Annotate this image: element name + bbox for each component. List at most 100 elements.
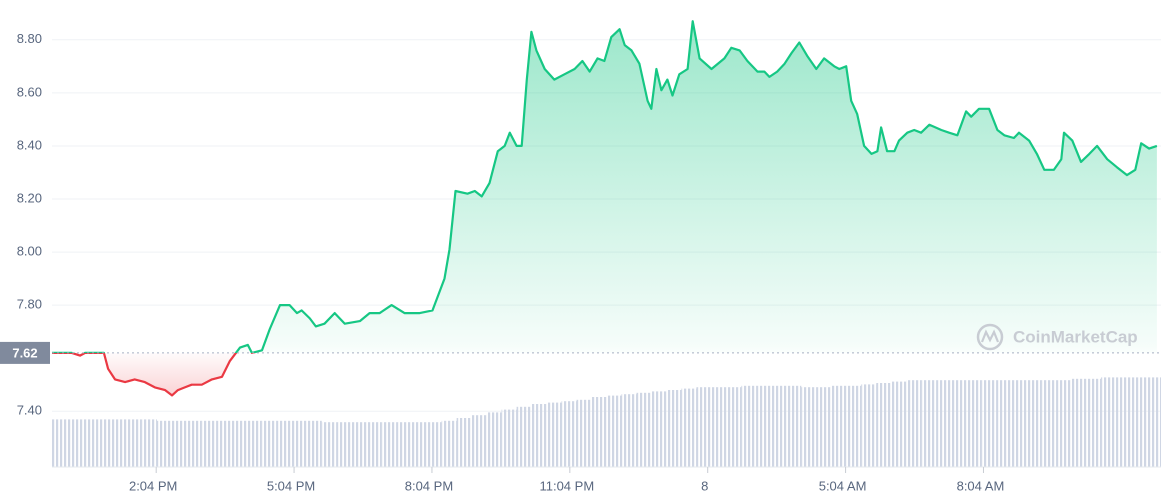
volume-bar	[456, 418, 472, 467]
volume-bar	[711, 387, 727, 467]
volume-bar	[52, 419, 67, 467]
volume-bar	[126, 419, 142, 467]
volume-bar	[966, 380, 982, 467]
volume-bar	[1071, 378, 1087, 467]
price-line	[52, 20, 1158, 397]
price-line	[52, 20, 1158, 397]
volume-bar	[411, 422, 427, 467]
volume-bar	[756, 385, 772, 467]
volume-bar	[666, 390, 682, 467]
volume-bar	[231, 420, 247, 467]
volume-bar	[171, 420, 187, 467]
volume-bar	[651, 391, 667, 467]
volume-bar	[261, 420, 277, 467]
volume-bar	[861, 384, 877, 467]
volume-bar	[81, 419, 97, 467]
volume-bar	[141, 419, 157, 467]
volume-bar	[276, 420, 292, 467]
volume-bar	[1026, 380, 1042, 467]
y-tick-label: 8.20	[17, 190, 42, 205]
volume-bar	[786, 385, 802, 467]
volume-bar	[636, 392, 652, 467]
volume-bar	[921, 380, 937, 467]
volume-bar	[111, 419, 127, 467]
volume-bar	[681, 388, 697, 467]
volume-bar	[876, 383, 892, 467]
volume-bar	[501, 409, 517, 467]
volume-bar	[186, 420, 202, 467]
volume-bar	[1131, 377, 1147, 467]
volume-bar	[891, 381, 907, 467]
x-tick-label: 11:04 PM	[539, 478, 594, 493]
watermark-logo	[976, 323, 1004, 351]
x-tick-label: 8:04 PM	[405, 478, 453, 493]
y-tick-label: 8.80	[17, 31, 42, 46]
volume-bar	[996, 380, 1012, 467]
area-fill	[52, 21, 1157, 396]
volume-bar	[831, 385, 847, 467]
volume-bar	[936, 380, 952, 467]
volume-bar	[426, 422, 442, 467]
volume-bar	[1056, 380, 1072, 467]
x-tick-label: 5:04 AM	[819, 478, 867, 493]
volume-bar	[396, 422, 412, 467]
x-tick-label: 8:04 AM	[957, 478, 1005, 493]
baseline-label: 7.62	[12, 345, 37, 360]
y-tick-label: 7.40	[17, 403, 42, 418]
volume-bar	[366, 422, 382, 467]
volume-bars	[52, 377, 1161, 467]
volume-bar	[96, 419, 112, 467]
volume-bar	[771, 385, 787, 467]
volume-bar	[1086, 378, 1102, 467]
y-tick-label: 8.00	[17, 244, 42, 259]
volume-bar	[1116, 377, 1132, 467]
volume-bar	[351, 422, 367, 467]
volume-bar	[606, 395, 622, 467]
volume-bar	[801, 387, 817, 467]
volume-bar	[201, 420, 217, 467]
volume-bar	[981, 380, 997, 467]
volume-bar	[291, 420, 307, 467]
volume-bar	[561, 401, 577, 467]
volume-bar	[336, 422, 352, 467]
volume-bar	[516, 406, 532, 467]
baseline-label-box	[0, 341, 50, 364]
area	[52, 21, 1157, 396]
volume-bar	[741, 385, 757, 467]
y-tick-label: 7.80	[17, 297, 42, 312]
volume-bar	[156, 420, 172, 467]
volume-bar	[1146, 377, 1161, 467]
volume-bar	[906, 380, 922, 467]
y-tick-label: 8.40	[17, 137, 42, 152]
volume-bar	[621, 394, 637, 467]
volume-bar	[66, 419, 82, 467]
volume-bar	[306, 420, 322, 467]
volume-bar	[1101, 377, 1117, 467]
volume-bar	[531, 404, 547, 467]
volume-bar	[246, 420, 262, 467]
volume-bar	[816, 387, 832, 467]
volume-bar	[546, 402, 562, 467]
volume-bar	[726, 387, 742, 467]
y-tick-label: 8.60	[17, 84, 42, 99]
volume-bar	[951, 380, 967, 467]
axes: 7.40 7.80 8.00 8.20 8.40 8.60 8.80 2:04 PM 5:04 …	[0, 31, 1161, 493]
volume-bar	[1041, 380, 1057, 467]
volume-bar	[441, 420, 457, 467]
volume-bar	[216, 420, 232, 467]
x-tick-label: 2:04 PM	[129, 478, 177, 493]
volume-bar	[321, 422, 337, 467]
volume-bar	[486, 412, 502, 467]
volume-bar	[846, 385, 862, 467]
x-tick-label: 8	[701, 478, 708, 493]
watermark-logo-mark	[980, 329, 1000, 343]
x-tick-label: 5:04 PM	[267, 478, 315, 493]
volume-bar	[381, 422, 397, 467]
volume-bar	[576, 399, 592, 467]
volume-bar	[696, 387, 712, 467]
volume-bar	[591, 397, 607, 467]
volume-bar	[471, 415, 487, 467]
volume-bar	[1011, 380, 1027, 467]
watermark-text: CoinMarketCap	[1013, 327, 1138, 346]
